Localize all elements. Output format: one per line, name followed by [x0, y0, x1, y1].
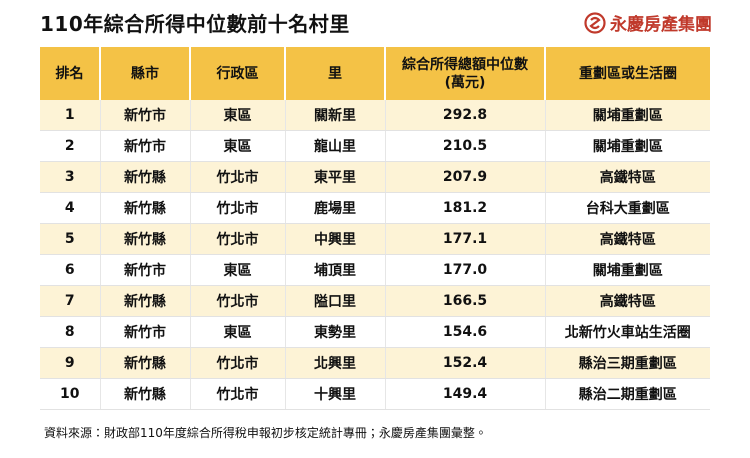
header-cell: 綜合所得總額中位數 (萬元) — [384, 47, 545, 100]
table-cell: 152.4 — [384, 347, 545, 379]
table-cell: 154.6 — [384, 316, 545, 348]
table-cell: 6 — [40, 254, 100, 286]
table-cell: 東平里 — [284, 161, 385, 193]
table-cell: 隘口里 — [284, 285, 385, 317]
table-cell: 龍山里 — [284, 130, 385, 162]
header-cell: 重劃區或生活圈 — [544, 47, 710, 100]
table-cell: 台科大重劃區 — [544, 192, 710, 224]
source-note: 資料來源：財政部110年度綜合所得稅申報初步核定統計專冊；永慶房產集團彙整。 — [44, 426, 487, 440]
table-cell: 3 — [40, 161, 100, 193]
table-cell: 高鐵特區 — [544, 161, 710, 193]
table-cell: 210.5 — [384, 130, 545, 162]
table-cell: 9 — [40, 347, 100, 379]
table-row: 6 新竹市 東區 埔頂里 177.0 關埔重劃區 — [40, 254, 710, 286]
header-cell: 排名 — [40, 47, 100, 100]
header-cell: 縣市 — [99, 47, 190, 100]
table-cell: 十興里 — [284, 378, 385, 410]
table-cell: 埔頂里 — [284, 254, 385, 286]
header-cell: 里 — [284, 47, 385, 100]
table-cell: 關埔重劃區 — [544, 254, 710, 286]
table-cell: 177.1 — [384, 223, 545, 255]
table-row: 10 新竹縣 竹北市 十興里 149.4 縣治二期重劃區 — [40, 378, 710, 410]
table-cell: 5 — [40, 223, 100, 255]
table-cell: 竹北市 — [189, 161, 285, 193]
table-cell: 149.4 — [384, 378, 545, 410]
table-cell: 1 — [40, 100, 100, 131]
table-row: 3 新竹縣 竹北市 東平里 207.9 高鐵特區 — [40, 161, 710, 193]
table-cell: 新竹市 — [99, 316, 190, 348]
table-cell: 2 — [40, 130, 100, 162]
logo-text: 永慶房產集團 — [610, 15, 712, 35]
table-cell: 7 — [40, 285, 100, 317]
ranking-table: 排名 縣市 行政區里綜合所得總額中位數 (萬元) 重劃區或生活圈 1 新竹市 東區 關新里 2… — [40, 47, 710, 410]
table-cell: 北新竹火車站生活圈 — [544, 316, 710, 348]
table-row: 5 新竹縣 竹北市 中興里 177.1 高鐵特區 — [40, 223, 710, 255]
table-row: 2 新竹市 東區 龍山里 210.5 關埔重劃區 — [40, 130, 710, 162]
table-cell: 新竹市 — [99, 254, 190, 286]
table-cell: 新竹縣 — [99, 347, 190, 379]
table-cell: 東區 — [189, 316, 285, 348]
table-cell: 166.5 — [384, 285, 545, 317]
table-cell: 8 — [40, 316, 100, 348]
header-row: 排名 縣市 行政區里綜合所得總額中位數 (萬元) 重劃區或生活圈 — [40, 47, 710, 100]
table-cell: 關埔重劃區 — [544, 130, 710, 162]
table-cell: 177.0 — [384, 254, 545, 286]
table-cell: 竹北市 — [189, 223, 285, 255]
table-cell: 東區 — [189, 130, 285, 162]
table-cell: 新竹縣 — [99, 378, 190, 410]
logo: 永慶房產集團 — [584, 10, 712, 35]
table-cell: 關新里 — [284, 100, 385, 131]
table-cell: 竹北市 — [189, 192, 285, 224]
table-cell: 新竹縣 — [99, 223, 190, 255]
table-row: 4 新竹縣 竹北市 鹿場里 181.2 台科大重劃區 — [40, 192, 710, 224]
table-row: 9 新竹縣 竹北市 北興里 152.4 縣治三期重劃區 — [40, 347, 710, 379]
table-cell: 縣治二期重劃區 — [544, 378, 710, 410]
table-body: 1 新竹市 東區 關新里 292.8 關埔重劃區 2 新竹市 東區 龍山里 210.5 關埔重劃區 3 新… — [40, 100, 710, 410]
logo-icon — [584, 11, 606, 34]
table-cell: 竹北市 — [189, 378, 285, 410]
table-row: 7 新竹縣 竹北市 隘口里 166.5 高鐵特區 — [40, 285, 710, 317]
table-cell: 東區 — [189, 100, 285, 131]
table-cell: 新竹市 — [99, 130, 190, 162]
table-cell: 竹北市 — [189, 285, 285, 317]
table-cell: 高鐵特區 — [544, 223, 710, 255]
table-cell: 東區 — [189, 254, 285, 286]
table-cell: 181.2 — [384, 192, 545, 224]
table-cell: 高鐵特區 — [544, 285, 710, 317]
table-cell: 中興里 — [284, 223, 385, 255]
table-cell: 縣治三期重劃區 — [544, 347, 710, 379]
table-row: 8 新竹市 東區 東勢里 154.6 北新竹火車站生活圈 — [40, 316, 710, 348]
table-cell: 關埔重劃區 — [544, 100, 710, 131]
table-cell: 新竹縣 — [99, 285, 190, 317]
table-cell: 新竹縣 — [99, 192, 190, 224]
table-cell: 292.8 — [384, 100, 545, 131]
table-cell: 新竹縣 — [99, 161, 190, 193]
table-cell: 竹北市 — [189, 347, 285, 379]
table-cell: 4 — [40, 192, 100, 224]
table-cell: 鹿場里 — [284, 192, 385, 224]
title: 110年綜合所得中位數前十名村里 — [40, 12, 350, 36]
table-cell: 10 — [40, 378, 100, 410]
table-cell: 北興里 — [284, 347, 385, 379]
header-cell: 行政區 — [189, 47, 285, 100]
table-row: 1 新竹市 東區 關新里 292.8 關埔重劃區 — [40, 100, 710, 131]
table-cell: 新竹市 — [99, 100, 190, 131]
table-cell: 207.9 — [384, 161, 545, 193]
table-cell: 東勢里 — [284, 316, 385, 348]
